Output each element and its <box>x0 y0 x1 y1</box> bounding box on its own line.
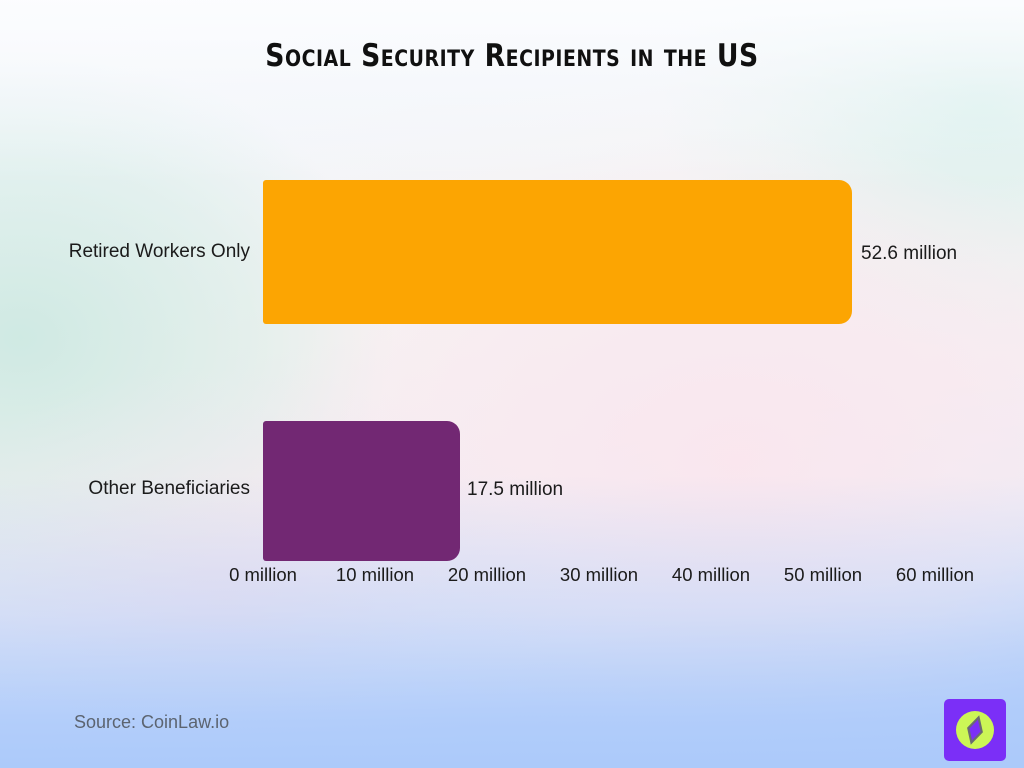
category-label-retired-workers-only: Retired Workers Only <box>68 241 250 262</box>
x-tick-label-10: 10 million <box>335 564 415 585</box>
x-tick-label-60: 60 million <box>895 564 975 585</box>
bar-other-beneficiaries <box>263 421 460 561</box>
x-tick-label-40: 40 million <box>671 564 751 585</box>
value-label-other-beneficiaries: 17.5 million <box>467 479 564 500</box>
category-label-other-beneficiaries: Other Beneficiaries <box>88 478 250 499</box>
x-tick-label-0: 0 million <box>229 564 297 585</box>
value-label-retired-workers-only: 52.6 million <box>861 243 958 264</box>
bar-retired-workers-only <box>263 180 852 324</box>
x-tick-label-30: 30 million <box>559 564 639 585</box>
x-tick-label-50: 50 million <box>783 564 863 585</box>
coinlaw-logo <box>944 699 1006 761</box>
x-axis-tick-labels: 0 million 10 million 20 million 30 milli… <box>0 564 1024 594</box>
x-tick-label-20: 20 million <box>447 564 527 585</box>
compass-icon <box>956 711 994 749</box>
source-attribution: Source: CoinLaw.io <box>74 712 230 732</box>
chart-title: Social Security Recipients in the US <box>265 38 759 74</box>
